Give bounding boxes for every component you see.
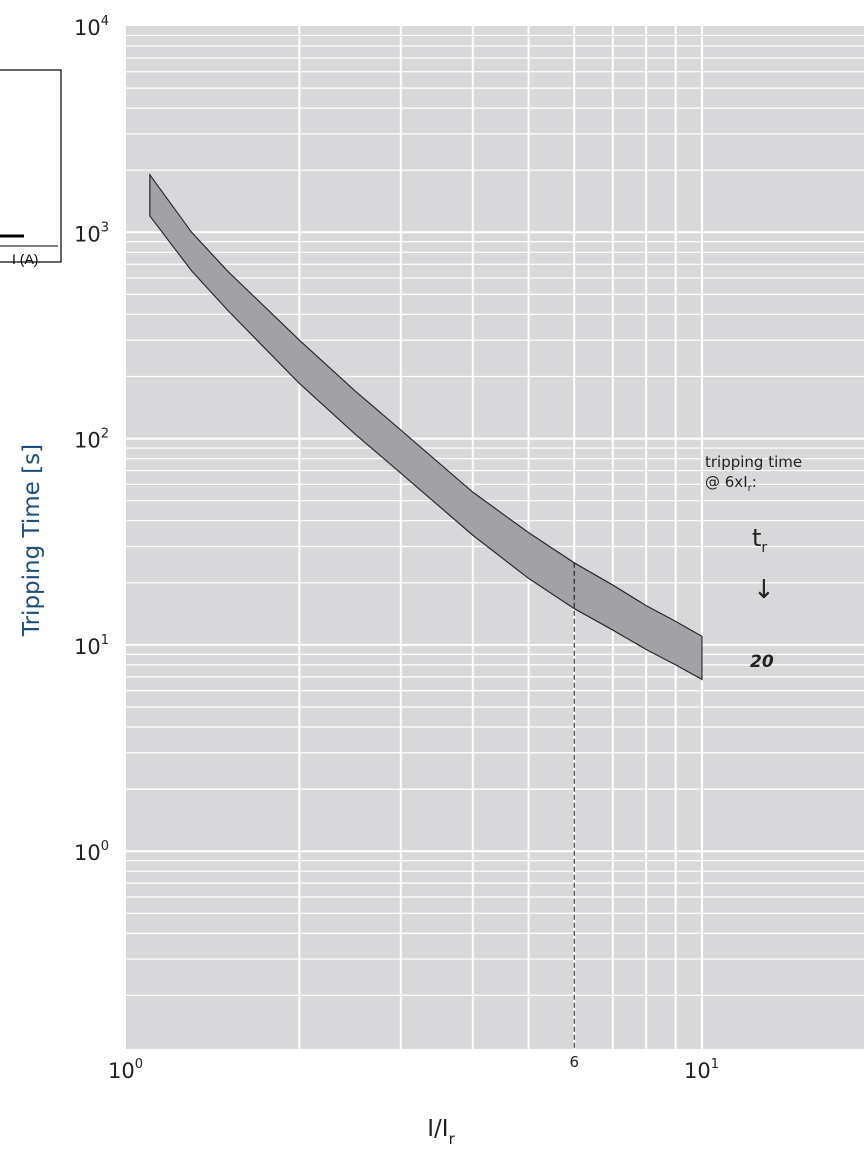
- annotation-arrow: ↓: [753, 575, 775, 605]
- y-tick-label: 102: [74, 427, 109, 453]
- y-tick-label: 101: [74, 633, 109, 659]
- y-axis-label: Tripping Time [s]: [19, 444, 45, 637]
- annotation-param: tr: [752, 524, 767, 556]
- inset-box: I (A): [0, 69, 62, 267]
- x-tick-labels: 100 101 6: [108, 1053, 719, 1083]
- x-tick-label: 100: [108, 1057, 143, 1083]
- x-tick-label: 101: [684, 1057, 719, 1083]
- y-tick-label: 104: [74, 14, 109, 40]
- tripping-band: [149, 172, 703, 681]
- y-tick-label: 103: [74, 220, 109, 246]
- x-axis-label: I/Ir: [427, 1116, 455, 1148]
- annotation-line1: tripping time: [705, 453, 802, 471]
- y-tick-labels: 104 103 102 101 100: [74, 14, 109, 865]
- y-tick-label: 100: [74, 839, 109, 865]
- annotation-value: 20: [750, 652, 774, 672]
- inset-axis-label: I (A): [12, 251, 38, 267]
- x-tick-label-6: 6: [569, 1053, 579, 1071]
- band-layer: [149, 172, 703, 681]
- annotation-line2: @ 6xIr:: [705, 473, 757, 494]
